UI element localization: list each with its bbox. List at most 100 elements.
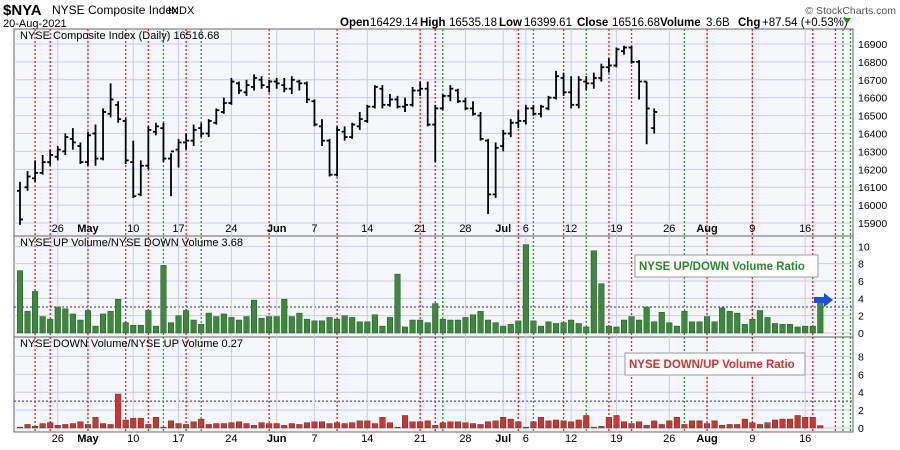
updown-bar [62, 308, 69, 334]
ohlc-bar [92, 124, 99, 166]
downup-bar [794, 415, 801, 429]
updown-bar [273, 316, 280, 334]
downup-bar [364, 420, 371, 429]
downup-bar [334, 422, 341, 429]
y-tick-label: 16300 [858, 146, 887, 158]
downup-bar [417, 421, 424, 429]
downup-bar [47, 422, 54, 429]
ohlc-bar [500, 129, 507, 152]
ohlc-bar [386, 94, 393, 107]
updown-bar [326, 317, 333, 334]
downup-bar [485, 421, 492, 429]
y-tick-label: 6 [858, 276, 864, 288]
updown-bar [749, 318, 756, 334]
y-tick-label: 16800 [858, 57, 887, 69]
downup-bar [84, 424, 91, 429]
updown-bar [364, 321, 371, 334]
downup-bar [379, 417, 386, 429]
chg-label: Chg [738, 17, 760, 29]
downup-bar [809, 417, 816, 429]
y-tick-label: 16500 [858, 111, 887, 123]
y-tick-label: 8 [858, 351, 864, 363]
downup-bar [711, 420, 718, 429]
updown-bar [145, 310, 152, 334]
ohlc-bar [205, 119, 212, 138]
updown-bar [17, 270, 24, 334]
downup-bar [643, 425, 650, 429]
updown-bar [379, 325, 386, 334]
y-tick-label: 4 [858, 387, 864, 399]
downup-bar [115, 393, 122, 429]
updown-bar [583, 326, 590, 334]
updown-bar [152, 325, 159, 334]
updown-bar [485, 319, 492, 334]
updown-bar [130, 325, 137, 334]
updown-bar [32, 291, 39, 334]
updown-bar [628, 316, 635, 334]
ohlc-bar [409, 86, 416, 107]
downup-panel-title: NYSE DOWN Volume/NYSE UP Volume 0.27 [20, 338, 243, 350]
updown-bar [477, 311, 484, 334]
ohlc-bar [341, 126, 348, 141]
ohlc-bar [296, 79, 303, 91]
downup-bar [152, 417, 159, 429]
downup-bar [356, 420, 363, 429]
ohlc-bar [477, 112, 484, 141]
updown-bar [341, 315, 348, 334]
downup-bar [54, 425, 61, 429]
updown-bar [394, 273, 401, 334]
ohlc-bar [613, 47, 620, 68]
x-tick-label: 24 [225, 433, 237, 445]
updown-bar [636, 319, 643, 334]
x-tick-label: 24 [225, 223, 237, 235]
axis-labels: 1590016000161001620016300164001650016600… [52, 39, 888, 445]
ohlc-bar [530, 104, 537, 116]
ohlc-bar [560, 72, 567, 96]
updown-bar [492, 322, 499, 334]
ohlc-bar [303, 81, 310, 104]
y-tick-label: 16700 [858, 75, 887, 87]
updown-bar [719, 307, 726, 334]
downup-panel [13, 336, 854, 433]
volume-value: 3.6B [706, 17, 730, 29]
updown-bar [575, 323, 582, 334]
updown-bar [454, 319, 461, 334]
downup-bar [62, 424, 69, 429]
downup-bar [281, 425, 288, 429]
updown-bar [734, 312, 741, 334]
downup-bar [772, 419, 779, 429]
updown-bar [183, 310, 190, 334]
x-tick-label: 16 [799, 433, 811, 445]
ohlc-bar [379, 85, 386, 109]
downup-bar [24, 424, 31, 429]
x-tick-label: 28 [459, 223, 471, 235]
downup-bar [243, 423, 250, 429]
downup-bar [432, 425, 439, 429]
updown-bar [772, 323, 779, 334]
ohlc-bar [636, 60, 643, 100]
updown-bar [741, 324, 748, 334]
updown-bar [281, 299, 288, 334]
downup-bar [213, 423, 220, 429]
ohlc-bar [432, 104, 439, 163]
downup-annotation-box [624, 352, 806, 376]
open-label: Open [340, 17, 369, 29]
ohlc-bar [69, 128, 76, 150]
ohlc-bar [364, 104, 371, 123]
ohlc-bar [115, 101, 122, 123]
y-tick-label: 16600 [858, 93, 887, 105]
x-tick-label: 21 [414, 223, 426, 235]
downup-bar [409, 421, 416, 429]
downup-bar [447, 421, 454, 429]
updown-bar [334, 318, 341, 334]
ohlc-bar [100, 108, 107, 161]
chg-value: +87.54 (+0.53%) [762, 17, 848, 29]
ohlc-bar [349, 122, 356, 139]
updown-annotation: NYSE UP/DOWN Volume Ratio [639, 261, 805, 273]
updown-bar [779, 324, 786, 334]
updown-bar [530, 320, 537, 334]
ohlc-bar [356, 112, 363, 130]
downup-bar [568, 421, 575, 429]
ohlc-bar [198, 122, 205, 138]
ohlc-bar [220, 97, 227, 114]
